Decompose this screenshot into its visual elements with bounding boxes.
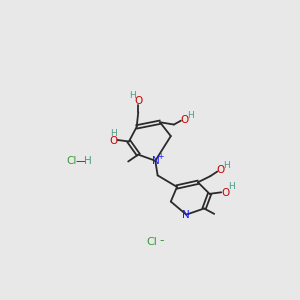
Text: H: H: [129, 91, 135, 100]
Text: O: O: [181, 115, 189, 125]
Text: O: O: [134, 96, 142, 106]
Text: N: N: [182, 210, 189, 220]
Text: —: —: [76, 156, 86, 166]
Text: H: H: [188, 111, 194, 120]
Text: O: O: [109, 136, 118, 146]
Text: H: H: [84, 156, 92, 166]
Text: +: +: [158, 152, 164, 161]
Text: O: O: [221, 188, 229, 198]
Text: H: H: [110, 128, 117, 137]
Text: O: O: [216, 165, 224, 175]
Text: N: N: [152, 156, 160, 166]
Text: H: H: [228, 182, 235, 191]
Text: -: -: [159, 233, 164, 247]
Text: H: H: [223, 161, 230, 170]
Text: Cl: Cl: [66, 156, 77, 166]
Text: Cl: Cl: [147, 237, 158, 248]
